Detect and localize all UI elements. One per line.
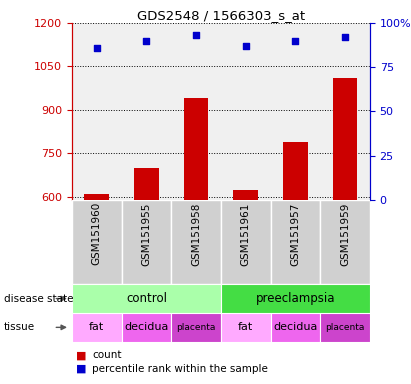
Bar (332, 78, 358, 200)
FancyBboxPatch shape (221, 284, 370, 313)
Text: preeclampsia: preeclampsia (256, 292, 335, 305)
Bar (233, 190, 258, 200)
Bar (134, 168, 159, 200)
Bar (184, 98, 208, 200)
Text: control: control (126, 292, 167, 305)
Point (242, 43, 249, 49)
Point (342, 34, 349, 40)
FancyBboxPatch shape (72, 284, 221, 313)
Point (143, 38, 150, 44)
Text: GSM151957: GSM151957 (291, 202, 300, 266)
FancyBboxPatch shape (171, 200, 221, 284)
Text: disease state: disease state (4, 293, 74, 304)
Text: decidua: decidua (273, 322, 318, 333)
Text: fat: fat (238, 322, 253, 333)
Text: tissue: tissue (4, 322, 35, 333)
Point (93, 45, 100, 51)
Text: placenta: placenta (176, 323, 216, 332)
Title: GDS2548 / 1566303_s_at: GDS2548 / 1566303_s_at (137, 9, 305, 22)
FancyBboxPatch shape (320, 313, 370, 342)
FancyBboxPatch shape (122, 313, 171, 342)
Text: ■: ■ (76, 364, 87, 374)
Bar (84, 194, 109, 200)
Text: fat: fat (89, 322, 104, 333)
Text: GSM151955: GSM151955 (141, 202, 151, 266)
Text: count: count (92, 350, 122, 360)
Text: GSM151958: GSM151958 (191, 202, 201, 266)
FancyBboxPatch shape (171, 313, 221, 342)
FancyBboxPatch shape (270, 200, 320, 284)
Text: GSM151961: GSM151961 (241, 202, 251, 266)
Text: placenta: placenta (326, 323, 365, 332)
Text: percentile rank within the sample: percentile rank within the sample (92, 364, 268, 374)
FancyBboxPatch shape (221, 200, 270, 284)
FancyBboxPatch shape (72, 313, 122, 342)
FancyBboxPatch shape (72, 200, 122, 284)
FancyBboxPatch shape (221, 313, 270, 342)
FancyBboxPatch shape (122, 200, 171, 284)
Point (292, 38, 299, 44)
FancyBboxPatch shape (320, 200, 370, 284)
Text: ■: ■ (76, 350, 87, 360)
Text: decidua: decidua (124, 322, 169, 333)
Text: GSM151960: GSM151960 (92, 202, 102, 265)
FancyBboxPatch shape (270, 313, 320, 342)
Bar (283, 142, 308, 200)
Point (193, 32, 199, 38)
Text: GSM151959: GSM151959 (340, 202, 350, 266)
